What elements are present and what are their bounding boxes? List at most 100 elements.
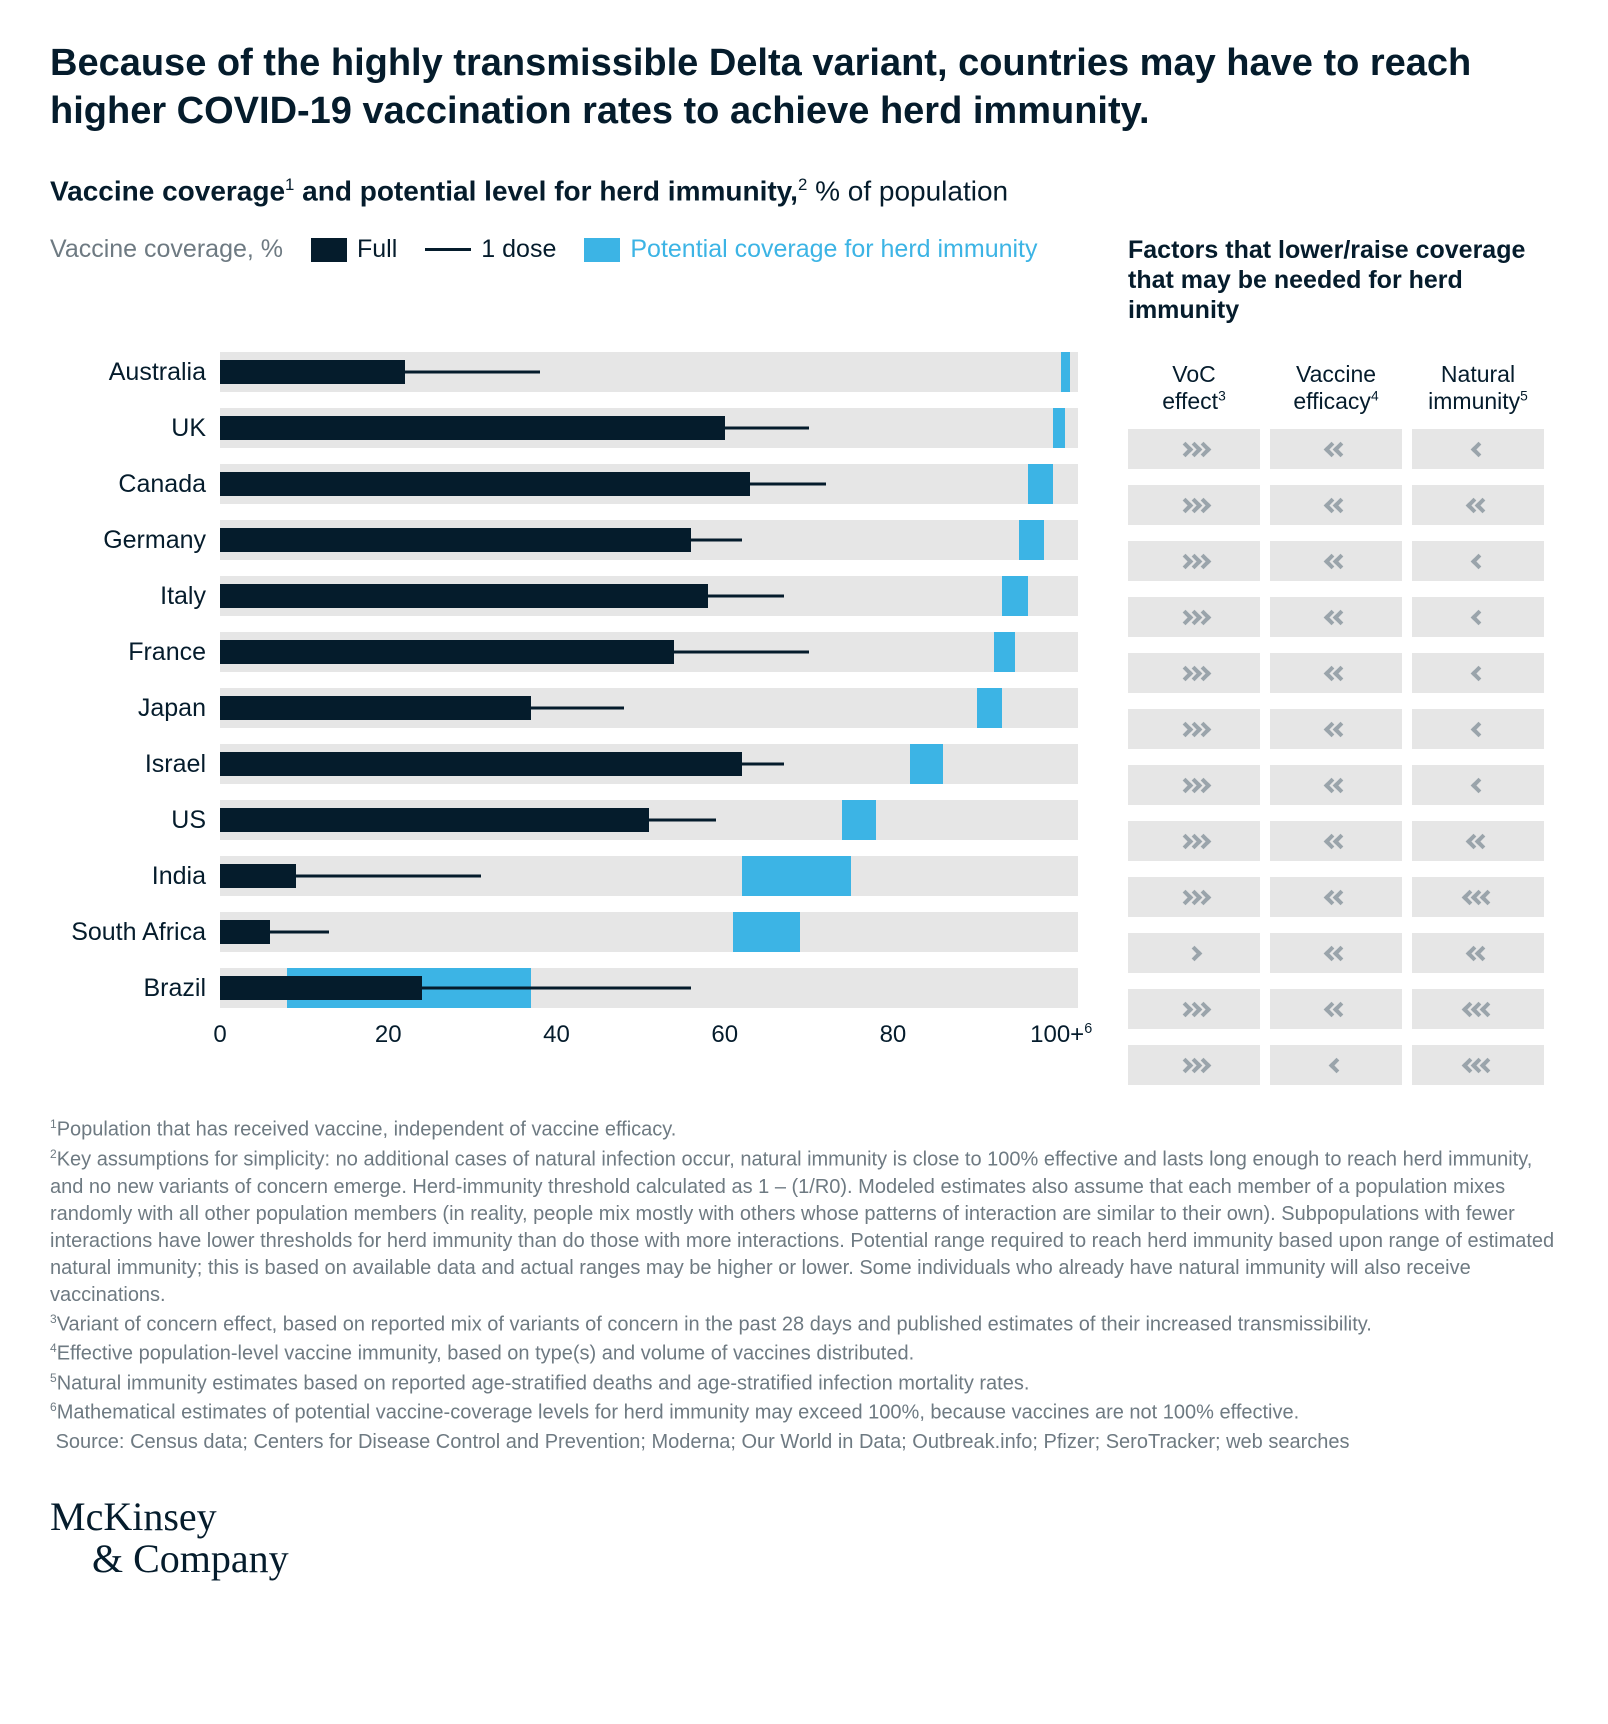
- chevron-right-icon: [1195, 1001, 1211, 1017]
- chevron-right-icon: [1195, 665, 1211, 681]
- bar-track: [220, 800, 1078, 840]
- chart-title: Because of the highly transmissible Delt…: [50, 40, 1550, 135]
- country-label: South Africa: [50, 918, 220, 947]
- factor-natural: [1412, 485, 1544, 525]
- chevron-right-icon: [1195, 777, 1211, 793]
- factor-efficacy: [1270, 765, 1402, 805]
- bar-track: [220, 408, 1078, 448]
- bar-herd: [977, 688, 1002, 728]
- factor-natural: [1412, 1045, 1544, 1085]
- bar-full: [220, 864, 296, 888]
- factor-voc: [1128, 933, 1260, 973]
- country-label: Brazil: [50, 974, 220, 1003]
- factor-row: [1128, 426, 1558, 472]
- factor-row: [1128, 650, 1558, 696]
- bar-herd: [1053, 408, 1066, 448]
- chevron-right-icon: [1186, 945, 1202, 961]
- chevron-right-icon: [1195, 889, 1211, 905]
- axis-tick: 40: [543, 1021, 570, 1049]
- chevron-left-icon: [1333, 777, 1349, 793]
- factors-column: VoCeffect3 Vaccineefficacy4 Naturalimmun…: [1118, 343, 1558, 1098]
- header-natural: Naturalimmunity5: [1412, 361, 1544, 414]
- chevron-left-icon: [1333, 441, 1349, 457]
- chart-row: Japan: [50, 685, 1078, 731]
- chevron-left-icon: [1333, 553, 1349, 569]
- factor-row: [1128, 874, 1558, 920]
- factor-natural: [1412, 933, 1544, 973]
- country-label: US: [50, 806, 220, 835]
- factor-row: [1128, 538, 1558, 584]
- chevron-left-icon: [1470, 609, 1486, 625]
- factor-row: [1128, 1042, 1558, 1088]
- chevron-left-icon: [1475, 497, 1491, 513]
- factor-row: [1128, 986, 1558, 1032]
- factor-voc: [1128, 877, 1260, 917]
- factor-column-headers: VoCeffect3 Vaccineefficacy4 Naturalimmun…: [1128, 361, 1558, 414]
- factor-natural: [1412, 709, 1544, 749]
- chart-row: Canada: [50, 461, 1078, 507]
- factor-row: [1128, 482, 1558, 528]
- chevron-left-icon: [1333, 833, 1349, 849]
- factor-natural: [1412, 821, 1544, 861]
- chart-row: India: [50, 853, 1078, 899]
- factor-row: [1128, 594, 1558, 640]
- brand-logo: McKinsey & Company: [50, 1496, 1558, 1580]
- header-efficacy: Vaccineefficacy4: [1270, 361, 1402, 414]
- chevron-left-icon: [1475, 945, 1491, 961]
- chart-row: Australia: [50, 349, 1078, 395]
- chart-row: UK: [50, 405, 1078, 451]
- chart-row: South Africa: [50, 909, 1078, 955]
- chart-row: France: [50, 629, 1078, 675]
- factors-header: Factors that lower/raise coverage that m…: [1118, 235, 1558, 325]
- factor-natural: [1412, 765, 1544, 805]
- country-label: India: [50, 862, 220, 891]
- axis-tick: 0: [213, 1021, 226, 1049]
- chevron-right-icon: [1195, 609, 1211, 625]
- factor-row: [1128, 706, 1558, 752]
- bar-herd: [733, 912, 800, 952]
- factor-row: [1128, 930, 1558, 976]
- chevron-right-icon: [1195, 553, 1211, 569]
- factor-voc: [1128, 429, 1260, 469]
- bar-full: [220, 360, 405, 384]
- country-label: Canada: [50, 470, 220, 499]
- factor-natural: [1412, 541, 1544, 581]
- chart-subtitle: Vaccine coverage1 and potential level fo…: [50, 175, 1558, 207]
- country-label: Japan: [50, 694, 220, 723]
- subtitle-mid: and potential level for herd immunity,: [294, 175, 798, 206]
- country-label: Italy: [50, 582, 220, 611]
- legend-herd-swatch: [584, 238, 620, 262]
- chevron-left-icon: [1479, 1001, 1495, 1017]
- factor-voc: [1128, 653, 1260, 693]
- bar-track: [220, 520, 1078, 560]
- factor-voc: [1128, 821, 1260, 861]
- country-label: UK: [50, 414, 220, 443]
- chevron-left-icon: [1470, 553, 1486, 569]
- legend: Vaccine coverage, % Full 1 dose Potentia…: [50, 235, 1038, 264]
- sup-2: 2: [798, 175, 807, 194]
- bar-full: [220, 472, 750, 496]
- header-voc: VoCeffect3: [1128, 361, 1260, 414]
- factor-voc: [1128, 1045, 1260, 1085]
- bar-herd: [1002, 576, 1027, 616]
- chevron-right-icon: [1195, 497, 1211, 513]
- bar-track: [220, 912, 1078, 952]
- chevron-left-icon: [1479, 1057, 1495, 1073]
- bar-herd: [842, 800, 876, 840]
- factor-natural: [1412, 653, 1544, 693]
- bar-track: [220, 688, 1078, 728]
- chevron-left-icon: [1333, 721, 1349, 737]
- chart-row: Brazil: [50, 965, 1078, 1011]
- bar-track: [220, 352, 1078, 392]
- subtitle-tail: % of population: [807, 175, 1008, 206]
- bar-track: [220, 744, 1078, 784]
- chevron-left-icon: [1333, 497, 1349, 513]
- bar-track: [220, 464, 1078, 504]
- bar-full: [220, 696, 531, 720]
- chevron-left-icon: [1475, 833, 1491, 849]
- bar-herd: [1028, 464, 1053, 504]
- bar-herd: [742, 856, 851, 896]
- bar-full: [220, 752, 742, 776]
- factor-voc: [1128, 485, 1260, 525]
- legend-herd: Potential coverage for herd immunity: [584, 235, 1037, 264]
